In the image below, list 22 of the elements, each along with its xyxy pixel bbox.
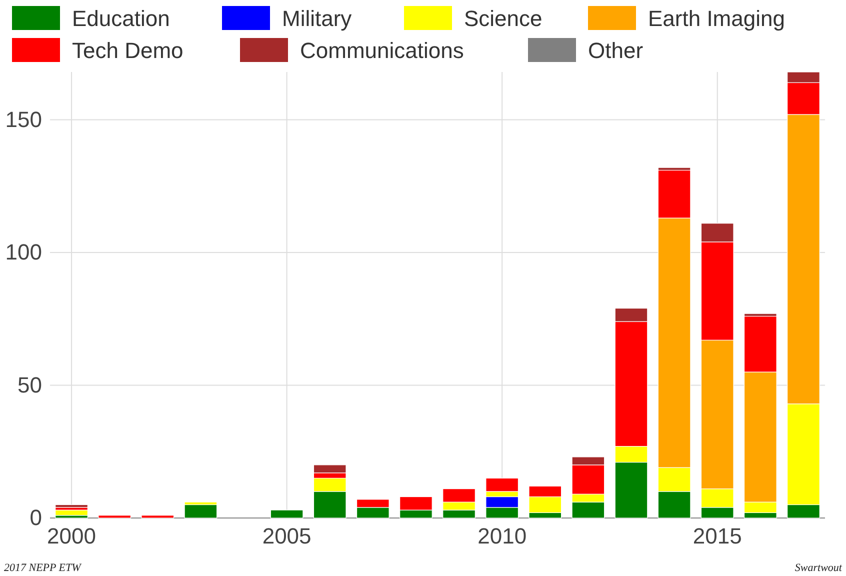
x-tick-label: 2015 (692, 524, 742, 549)
text: Swartwout (794, 562, 843, 574)
legend-label: Earth Imaging (648, 6, 785, 31)
bar (55, 504, 88, 508)
legend-label: Science (464, 6, 542, 31)
legend-label: Tech Demo (72, 38, 184, 63)
bar (141, 515, 174, 518)
bar (270, 510, 304, 518)
bar (184, 504, 218, 518)
y-tick-label: 100 (5, 240, 42, 265)
legend-label: Education (72, 6, 170, 31)
y-tick-label: 150 (5, 106, 42, 132)
x-tick-label: 2000 (47, 524, 96, 549)
x-tick-label: 2010 (478, 524, 527, 549)
bar (98, 515, 132, 518)
legend-label: Military (282, 6, 352, 31)
text: 2017 NEPP ETW (4, 562, 82, 574)
legend-label: Other (588, 38, 644, 63)
x-tick-label: 2005 (262, 524, 312, 549)
legend-label: Communications (300, 38, 464, 63)
y-tick-label: 50 (18, 372, 42, 398)
y-tick-label: 0 (30, 505, 42, 530)
